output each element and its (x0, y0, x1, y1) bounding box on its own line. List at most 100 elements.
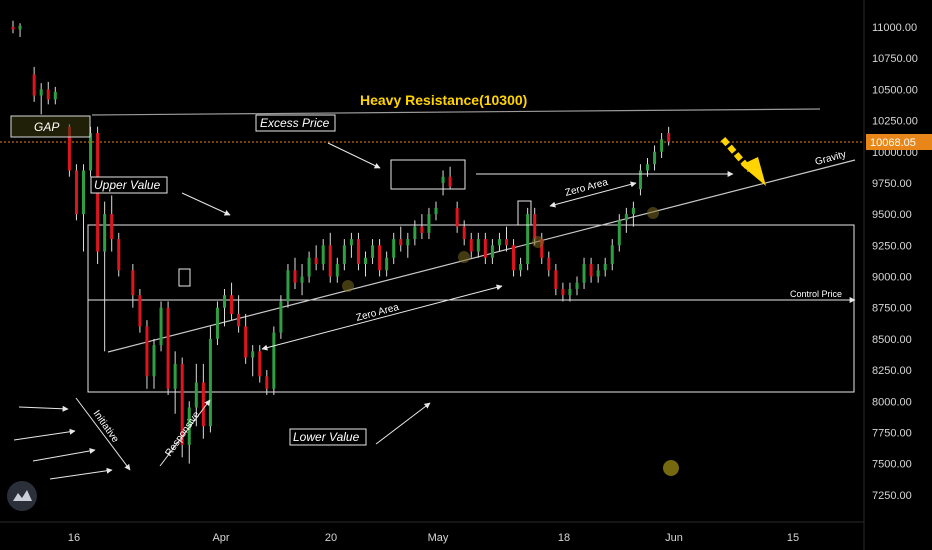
candle-up (272, 332, 276, 389)
candle-up (427, 214, 431, 233)
candle-down (483, 239, 487, 258)
price-tick-label: 11000.00 (872, 22, 917, 34)
heavy-resistance-label: Heavy Resistance(10300) (360, 92, 527, 108)
candle-up (660, 139, 664, 152)
price-tick-label: 8000.00 (872, 396, 912, 408)
touch-circle (647, 207, 659, 219)
upper-value-label-box (90, 176, 168, 194)
gravity-trendline (107, 159, 856, 353)
candle-up (596, 270, 600, 277)
upper-value-arrow (181, 192, 231, 216)
candle-down (67, 126, 71, 171)
candle-up (223, 295, 226, 308)
candle-down (265, 376, 269, 389)
candle-down (258, 351, 262, 377)
candle-down (561, 288, 565, 296)
candle-down (469, 239, 473, 252)
excess-price-label: Excess Price (260, 116, 330, 130)
price-tick-label: 10750.00 (872, 53, 918, 65)
last-price-tag-text: 10068.05 (870, 137, 916, 149)
price-tick-label: 9500.00 (872, 209, 912, 221)
excess-price-arrow (327, 142, 381, 169)
candle-up (342, 245, 346, 265)
candle-up (582, 264, 586, 283)
touch-circle (342, 280, 354, 292)
responsive-arrow (159, 399, 211, 467)
tail-box-2 (517, 200, 532, 226)
candle-up (215, 307, 219, 339)
candle-up (497, 239, 501, 246)
price-tick-label: 10250.00 (872, 116, 918, 128)
candle-up (307, 257, 311, 277)
candle-down (448, 176, 452, 187)
candle-down (131, 270, 135, 296)
candle-down (547, 257, 551, 271)
candle-up (519, 264, 523, 271)
candle-up (335, 264, 339, 277)
lower-value-label: Lower Value (293, 430, 360, 444)
pressure-arrow (13, 428, 76, 441)
candle-down (455, 207, 459, 227)
candle-up (286, 270, 290, 302)
candle-down (230, 295, 234, 314)
price-tick-label: 9250.00 (872, 240, 912, 252)
candle-up (653, 151, 657, 165)
candle-up (624, 214, 628, 221)
candle-down (667, 133, 671, 142)
touch-circle (532, 236, 544, 248)
price-tick-label: 8250.00 (872, 365, 912, 377)
price-tick-label: 7500.00 (872, 459, 912, 471)
candle-up (53, 91, 57, 100)
candle-up (638, 170, 642, 190)
pressure-arrow (18, 405, 69, 412)
candle-down (46, 89, 50, 100)
candle-down (110, 214, 114, 240)
candle-up (159, 307, 163, 346)
candle-up (413, 226, 417, 240)
candle-up (371, 245, 375, 258)
candle-down (378, 245, 382, 271)
candle-down (328, 245, 332, 277)
candle-up (279, 301, 283, 333)
candle-down (356, 239, 360, 265)
candle-up (173, 363, 177, 389)
candle-up (385, 257, 389, 271)
candle-down (166, 307, 170, 389)
highlight-dot (663, 460, 679, 476)
time-tick-label: Apr (212, 532, 229, 544)
upper-value-label: Upper Value (94, 178, 161, 192)
gravity-yellow-arrow-head (741, 157, 766, 186)
candle-down (512, 245, 516, 271)
candle-down (399, 239, 403, 246)
lower-value-label-box (289, 428, 367, 446)
price-tick-label: 8500.00 (872, 334, 912, 346)
candle-up (568, 288, 572, 296)
candle-down (540, 239, 544, 258)
initiative-arrow (75, 397, 131, 471)
candle-up (406, 239, 410, 246)
time-tick-label: Jun (665, 532, 683, 544)
time-tick-label: 16 (68, 532, 80, 544)
tradingview-cloud-icon[interactable] (7, 481, 37, 511)
candle-up (646, 164, 649, 171)
pressure-arrow (32, 447, 96, 462)
price-tick-label: 7250.00 (872, 490, 912, 502)
candle-down (117, 239, 121, 271)
excess-price-label-box (255, 114, 336, 132)
price-axis[interactable]: 11000.0010750.0010500.0010250.0010000.00… (872, 22, 918, 502)
candle-up (82, 170, 85, 215)
price-tick-label: 10500.00 (872, 84, 918, 96)
candle-down (505, 239, 508, 246)
price-tick-label: 9000.00 (872, 272, 912, 284)
candle-up (89, 133, 93, 171)
candle-down (237, 313, 241, 327)
price-tick-label: 9750.00 (872, 178, 912, 190)
candle-down (74, 170, 78, 215)
time-axis[interactable]: 16 Apr 20 May 18 Jun 15 (68, 532, 799, 544)
lower-value-arrow (375, 402, 431, 445)
zero-area-arrow-1 (549, 181, 637, 208)
gap-box (10, 115, 91, 138)
candle-up (575, 282, 579, 289)
candle-down (420, 226, 424, 233)
